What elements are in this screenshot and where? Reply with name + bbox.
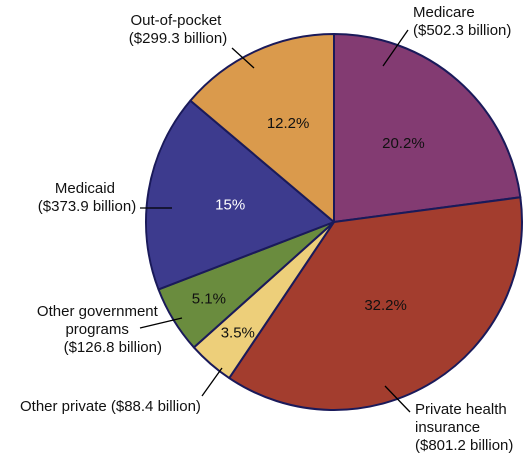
leader-line-medicare — [382, 29, 409, 67]
percent-label-out-of-pocket: 12.2% — [267, 115, 310, 132]
slice-medicaid — [145, 99, 335, 291]
percent-label-private-health-insurance: 32.2% — [364, 297, 407, 314]
leader-line-out-of-pocket — [231, 47, 255, 69]
percent-label-other-government-programs: 5.1% — [192, 291, 226, 308]
slice-out-of-pocket — [189, 33, 335, 223]
label-other-private: Other private ($88.4 billion) — [20, 398, 201, 415]
label-medicaid: Medicaid ($373.9 billion) — [38, 180, 136, 215]
label-other-government-programs: Other government programs ($126.8 billio… — [37, 303, 162, 356]
leader-lines — [139, 29, 411, 413]
leader-line-other-private — [201, 367, 223, 397]
percent-label-medicaid: 15% — [215, 197, 245, 214]
label-out-of-pocket: Out-of-pocket ($299.3 billion) — [129, 12, 227, 47]
pie-slices — [145, 33, 523, 411]
label-private-health-insurance: Private health insurance ($801.2 billion… — [415, 401, 513, 454]
percent-label-other-private: 3.5% — [221, 325, 255, 342]
percent-label-medicare: 20.2% — [382, 135, 425, 152]
label-medicare: Medicare ($502.3 billion) — [413, 4, 511, 39]
leader-line-other-government-programs — [139, 317, 183, 329]
slice-medicare — [333, 33, 522, 223]
leader-line-private-health-insurance — [384, 385, 411, 413]
percent-labels: 20.2% 32.2% 3.5% 5.1% 15% 12.2% — [192, 115, 425, 342]
slice-private-health-insurance — [228, 196, 523, 411]
